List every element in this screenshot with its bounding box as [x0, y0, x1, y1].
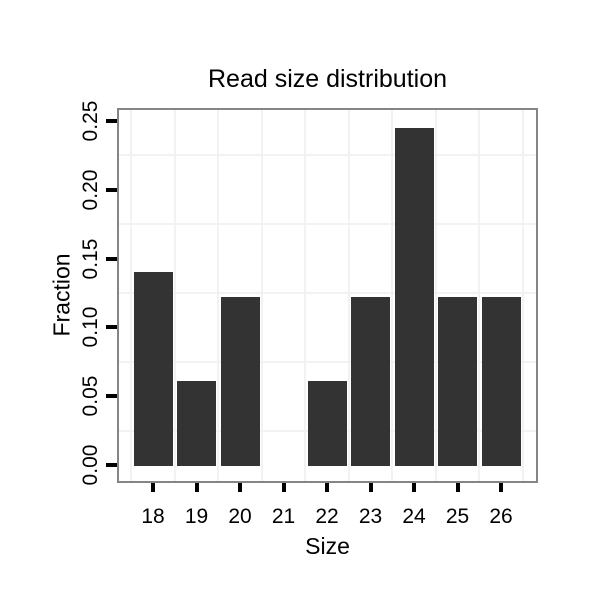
bar — [351, 297, 390, 466]
bar — [220, 297, 260, 466]
x-tick — [455, 483, 460, 492]
bar — [438, 297, 477, 466]
x-tick-label: 26 — [489, 505, 513, 528]
y-tick — [106, 463, 117, 467]
bar — [481, 297, 521, 466]
x-tick-label: 18 — [141, 505, 165, 528]
minor-gridline-v — [304, 110, 307, 481]
x-tick — [412, 483, 416, 492]
y-axis-title: Fraction — [48, 253, 75, 337]
x-tick — [238, 483, 242, 492]
minor-gridline-v — [173, 110, 176, 481]
y-tick — [106, 187, 117, 192]
x-tick — [499, 483, 503, 492]
x-tick-label: 19 — [184, 505, 209, 528]
x-tick — [325, 483, 329, 492]
x-tick-label: 21 — [271, 505, 296, 528]
x-tick — [194, 483, 199, 492]
minor-gridline-v — [217, 110, 220, 481]
y-tick — [106, 256, 117, 261]
x-tick-label: 25 — [445, 505, 470, 528]
minor-gridline-v — [260, 110, 263, 481]
x-tick-label: 23 — [358, 505, 383, 528]
x-tick-label: 24 — [402, 505, 426, 528]
minor-gridline-v — [434, 110, 437, 481]
chart-title: Read size distribution — [207, 65, 447, 93]
bar — [307, 381, 347, 466]
x-tick — [281, 483, 286, 492]
y-tick-label: 0.00 — [79, 444, 102, 486]
bar — [394, 128, 434, 466]
y-tick — [106, 394, 117, 399]
x-axis-title: Size — [305, 533, 350, 559]
minor-gridline-h — [119, 154, 536, 157]
y-tick-label: 0.05 — [79, 375, 102, 417]
x-tick — [151, 483, 155, 492]
y-tick — [106, 325, 117, 330]
minor-gridline-v — [521, 110, 524, 481]
minor-gridline-h — [119, 360, 536, 363]
minor-gridline-h — [119, 292, 536, 294]
bar — [133, 272, 173, 466]
plot-panel — [117, 108, 538, 483]
minor-gridline-v — [478, 110, 481, 481]
x-tick-label: 20 — [228, 505, 252, 528]
minor-gridline-h — [119, 223, 536, 226]
x-tick-label: 22 — [315, 505, 339, 528]
minor-gridline-v — [130, 110, 133, 481]
minor-gridline-v — [391, 110, 394, 481]
y-tick-label: 0.20 — [79, 169, 102, 211]
y-tick-label: 0.10 — [79, 306, 102, 348]
y-tick — [106, 119, 117, 123]
y-tick-label: 0.25 — [79, 100, 102, 142]
y-tick-label: 0.15 — [79, 238, 102, 280]
x-tick — [368, 483, 373, 492]
bar — [177, 381, 216, 466]
minor-gridline-v — [347, 110, 350, 481]
